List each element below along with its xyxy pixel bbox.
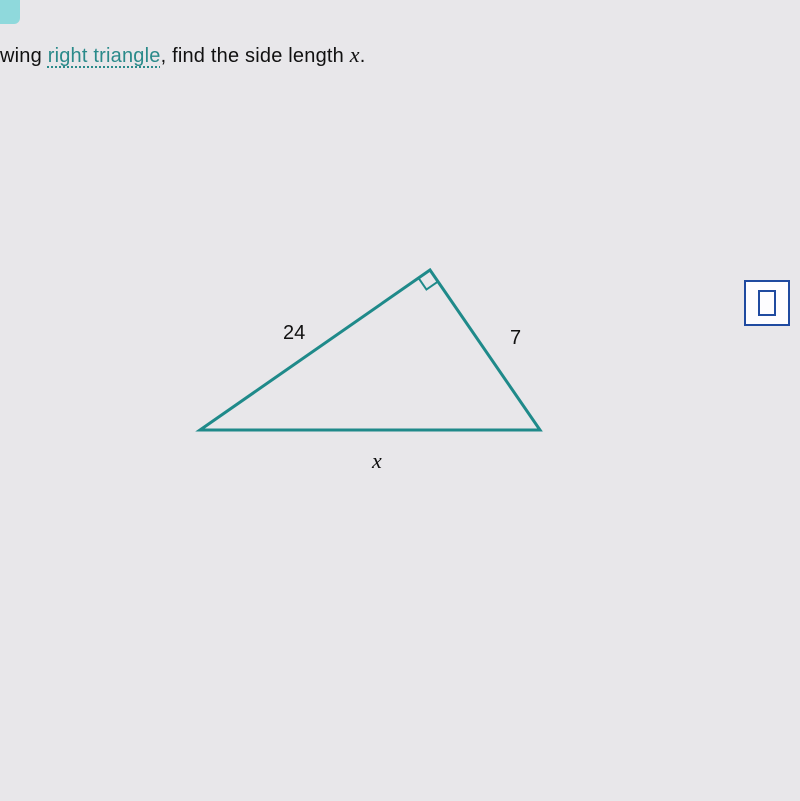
side-label-24: 24 <box>283 322 305 345</box>
answer-placeholder-icon <box>758 290 776 316</box>
triangle-figure: 24 7 x <box>180 250 580 470</box>
question-text: wing right triangle, find the side lengt… <box>0 42 365 68</box>
corner-clip <box>0 0 20 24</box>
question-mid: , find the side length <box>161 45 350 67</box>
side-label-7: 7 <box>510 327 521 350</box>
triangle-svg <box>180 250 580 470</box>
right-triangle-link[interactable]: right triangle <box>48 45 161 67</box>
question-variable: x <box>350 42 360 67</box>
question-suffix: . <box>360 45 366 67</box>
question-prefix: wing <box>0 45 48 67</box>
side-label-x: x <box>372 448 382 474</box>
answer-input-box[interactable] <box>744 280 790 326</box>
